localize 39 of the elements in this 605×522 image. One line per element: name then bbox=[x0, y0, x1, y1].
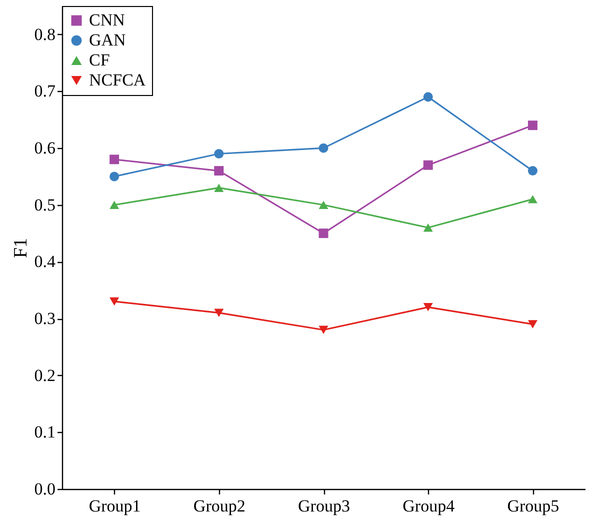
point bbox=[214, 166, 224, 176]
legend-label: CNN bbox=[89, 10, 125, 30]
point bbox=[423, 303, 433, 312]
point bbox=[110, 172, 120, 182]
x-tick-label: Group4 bbox=[402, 496, 456, 516]
point bbox=[528, 320, 538, 328]
point bbox=[318, 228, 328, 238]
point bbox=[528, 195, 538, 204]
point bbox=[110, 154, 120, 164]
point bbox=[423, 224, 433, 232]
point bbox=[214, 308, 224, 317]
x-tick-label: Group5 bbox=[507, 496, 560, 516]
x-tick-label: Group2 bbox=[193, 496, 246, 516]
point bbox=[214, 184, 224, 192]
y-tick-label: 0.2 bbox=[34, 366, 56, 385]
y-tick-label: 0.7 bbox=[34, 82, 56, 101]
y-tick-label: 0.0 bbox=[34, 480, 56, 498]
point bbox=[423, 92, 433, 102]
legend-label: CF bbox=[89, 50, 110, 70]
point bbox=[110, 297, 120, 306]
legend-label: GAN bbox=[89, 30, 126, 50]
point bbox=[214, 149, 224, 158]
point bbox=[318, 200, 328, 209]
point bbox=[318, 326, 328, 334]
y-axis-title: F1 bbox=[10, 238, 32, 258]
point bbox=[528, 120, 538, 130]
point bbox=[423, 160, 433, 170]
x-tick-label: Group1 bbox=[88, 496, 141, 516]
legend-label: NCFCA bbox=[89, 70, 146, 90]
y-tick-label: 0.3 bbox=[34, 309, 56, 328]
y-tick-label: 0.5 bbox=[34, 195, 56, 214]
point bbox=[528, 166, 538, 176]
y-tick-label: 0.1 bbox=[34, 422, 56, 442]
y-tick-label: 0.8 bbox=[34, 24, 56, 44]
point bbox=[110, 200, 120, 209]
point bbox=[318, 143, 328, 153]
y-tick-label: 0.4 bbox=[34, 252, 56, 272]
x-tick-label: Group3 bbox=[298, 496, 350, 516]
y-tick-label: 0.6 bbox=[34, 138, 56, 158]
